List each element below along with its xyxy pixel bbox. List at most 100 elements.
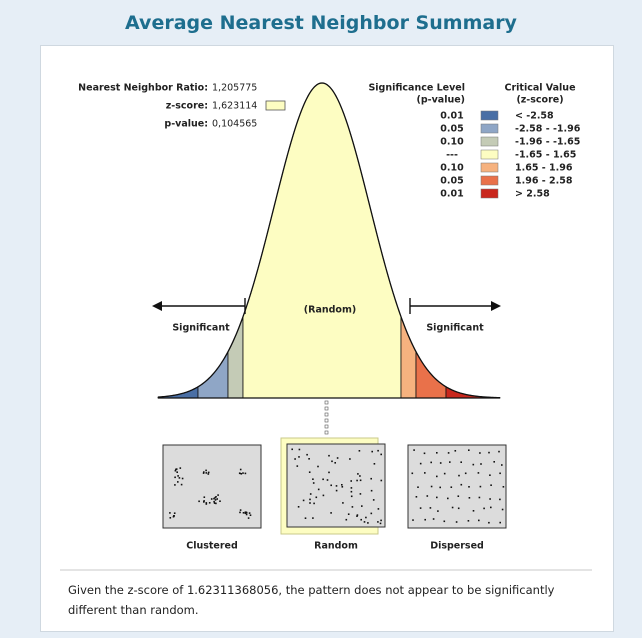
point (350, 495, 353, 498)
point (345, 518, 348, 521)
point (379, 522, 382, 525)
point (478, 519, 480, 522)
title: Average Nearest Neighbor Summary (125, 12, 517, 34)
point (380, 453, 382, 456)
point (499, 472, 501, 475)
legend-swatch (480, 149, 499, 160)
point (177, 475, 179, 477)
point (294, 458, 296, 460)
point (173, 515, 175, 517)
point (313, 502, 315, 505)
point (468, 449, 470, 451)
stat-value: 1,623114 (212, 101, 257, 112)
point (490, 506, 492, 509)
critical-value: 1.96 - 2.58 (515, 176, 573, 187)
point (208, 502, 211, 504)
point (203, 500, 205, 502)
point (350, 487, 353, 489)
point (467, 520, 470, 522)
point (203, 501, 205, 503)
point (419, 462, 422, 465)
point (472, 463, 475, 466)
point (203, 496, 206, 498)
point (210, 498, 213, 500)
point (342, 502, 344, 504)
point (239, 509, 242, 511)
point (330, 512, 332, 514)
legend-swatch (480, 136, 499, 147)
point (213, 500, 215, 503)
point (449, 461, 451, 463)
p-value: 0.01 (440, 111, 463, 122)
point (169, 517, 172, 519)
point (501, 508, 504, 511)
point (214, 496, 216, 499)
p-value: 0.05 (440, 124, 463, 135)
critical-value: > 2.58 (515, 189, 550, 200)
point (480, 463, 482, 465)
curve-region (400, 316, 417, 399)
point (439, 462, 442, 464)
stat-label: p-value: (164, 119, 208, 130)
point (309, 502, 311, 504)
point (350, 490, 353, 493)
p-value: 0.05 (440, 176, 463, 187)
point (429, 507, 432, 509)
point (213, 502, 216, 504)
point (239, 511, 241, 514)
stat-label: Nearest Neighbor Ratio: (78, 83, 208, 94)
point (306, 453, 308, 456)
critical-value: -2.58 - -1.96 (515, 124, 581, 135)
critical-value: 1.65 - 1.96 (515, 163, 573, 174)
point (326, 479, 329, 481)
point (217, 494, 219, 496)
point (308, 458, 310, 460)
point (363, 521, 366, 523)
left-arrow-head (152, 301, 162, 311)
point (309, 493, 312, 495)
point (335, 489, 338, 492)
point (242, 472, 244, 474)
point (309, 498, 311, 501)
point (356, 479, 358, 482)
point (468, 497, 471, 499)
point (242, 512, 245, 514)
point (415, 496, 418, 498)
point (317, 488, 320, 491)
point (322, 478, 324, 481)
random-label: (Random) (304, 305, 356, 316)
point (174, 484, 176, 486)
point (205, 503, 208, 505)
point (430, 461, 432, 464)
point (423, 452, 426, 455)
point (439, 486, 441, 489)
point (216, 498, 218, 500)
point (430, 485, 433, 488)
point (298, 448, 301, 451)
point (501, 464, 503, 466)
point (460, 483, 463, 486)
point (214, 499, 217, 501)
pattern-label: Dispersed (430, 541, 484, 552)
critical-value: < -2.58 (515, 111, 554, 122)
significant-label: Significant (172, 323, 230, 334)
point (317, 465, 319, 468)
bell-curve (157, 82, 501, 399)
point (202, 472, 205, 474)
point (248, 512, 251, 514)
point (360, 518, 362, 521)
point (490, 484, 492, 486)
point (468, 486, 470, 488)
point (417, 486, 419, 488)
point (380, 519, 382, 522)
point (460, 461, 462, 463)
point (291, 448, 293, 451)
point (175, 468, 178, 470)
point (213, 497, 215, 500)
point (335, 485, 338, 487)
point (483, 507, 485, 510)
point (432, 518, 435, 520)
point (499, 498, 501, 501)
